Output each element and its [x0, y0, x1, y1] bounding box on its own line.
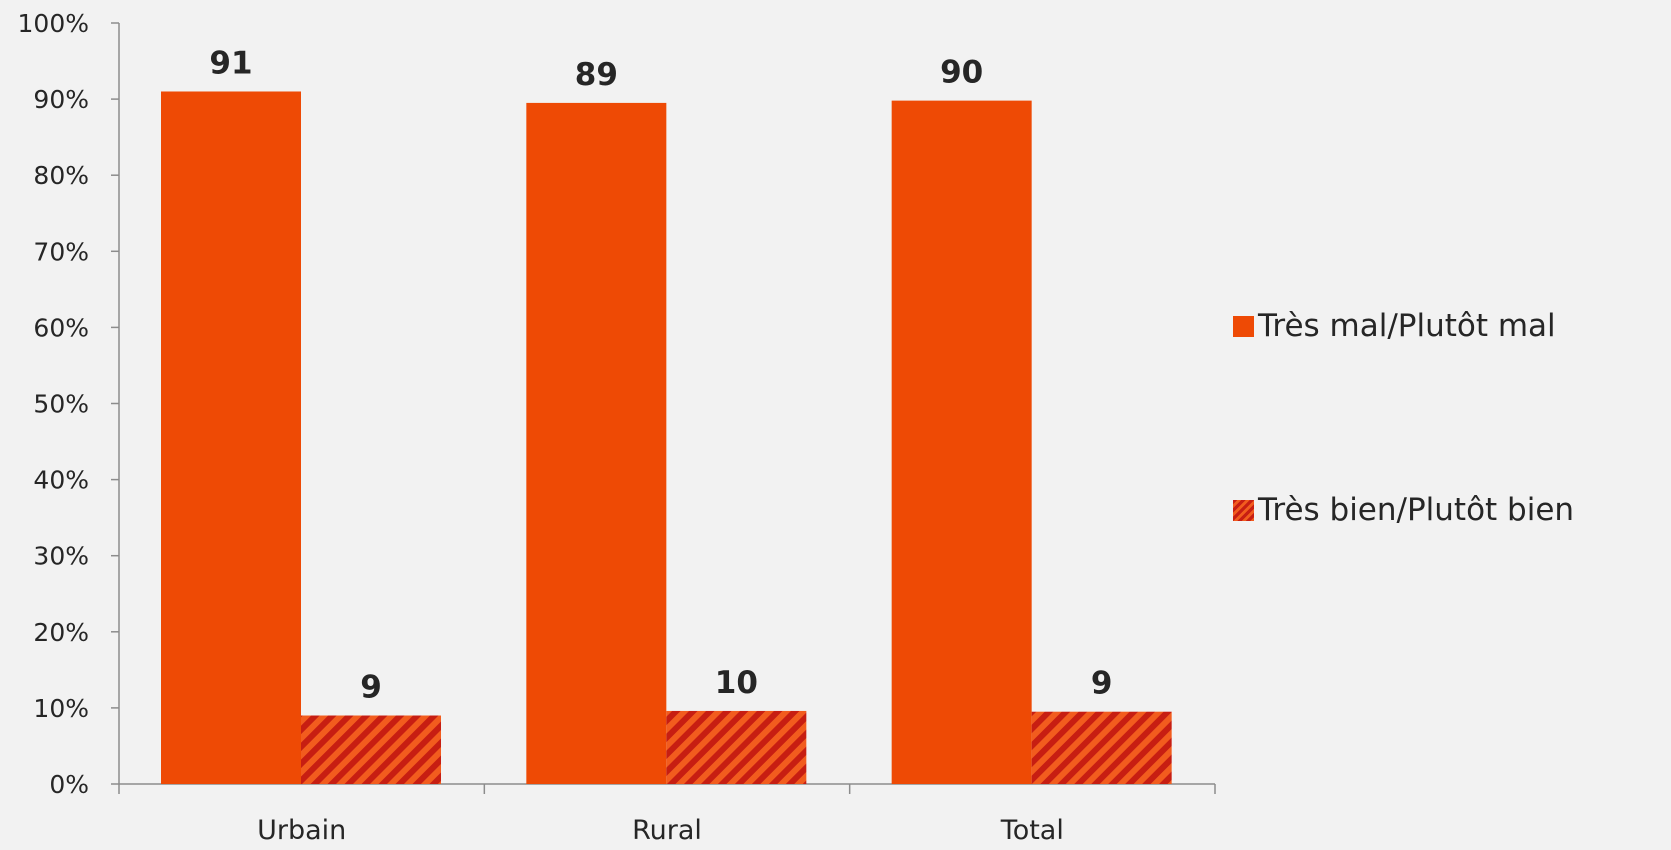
- data-labels: 91 89 90 9 10 9: [209, 45, 1112, 705]
- y-tick-label: 50%: [33, 390, 89, 419]
- y-tick-label: 40%: [33, 466, 89, 495]
- y-tick-label: 10%: [33, 694, 89, 723]
- y-axis: 0% 10% 20% 30% 40% 50% 60% 70% 80% 90% 100%: [18, 9, 120, 799]
- y-tick-label: 60%: [33, 313, 89, 342]
- bar-series-1-rural: [526, 102, 667, 784]
- bar-series-2-total: [1031, 711, 1172, 784]
- legend-item-series-1: Très mal/Plutôt mal: [1233, 308, 1556, 344]
- data-label: 90: [940, 55, 983, 91]
- legend-swatch-hatched: [1233, 499, 1254, 521]
- data-label: 9: [360, 670, 382, 706]
- legend-label-series-2: Très bien/Plutôt bien: [1258, 492, 1575, 528]
- bars: [161, 91, 1172, 785]
- bar-series-1-urbain: [161, 91, 301, 785]
- data-label: 9: [1091, 666, 1113, 702]
- bar-series-2-rural: [666, 710, 807, 784]
- x-tick-label: Urbain: [257, 815, 346, 846]
- data-label: 10: [715, 665, 758, 701]
- x-tick-label: Rural: [632, 815, 702, 846]
- y-tick-label: 80%: [33, 161, 89, 190]
- x-tick-label: Total: [1000, 815, 1064, 846]
- y-tick-label: 30%: [33, 542, 89, 571]
- y-tick-label: 70%: [33, 237, 89, 266]
- bar-series-1-total: [891, 100, 1032, 784]
- y-tick-label: 90%: [33, 85, 89, 114]
- y-tick-label: 0%: [49, 770, 89, 799]
- data-label: 91: [209, 45, 252, 81]
- legend-swatch-solid: [1233, 315, 1254, 337]
- y-tick-label: 20%: [33, 618, 89, 647]
- data-label: 89: [575, 57, 618, 93]
- legend-item-series-2: Très bien/Plutôt bien: [1233, 492, 1574, 528]
- x-axis: Urbain Rural Total: [118, 783, 1216, 846]
- bar-series-2-urbain: [301, 715, 441, 784]
- legend-label-series-1: Très mal/Plutôt mal: [1258, 308, 1556, 344]
- y-tick-label: 100%: [18, 9, 89, 38]
